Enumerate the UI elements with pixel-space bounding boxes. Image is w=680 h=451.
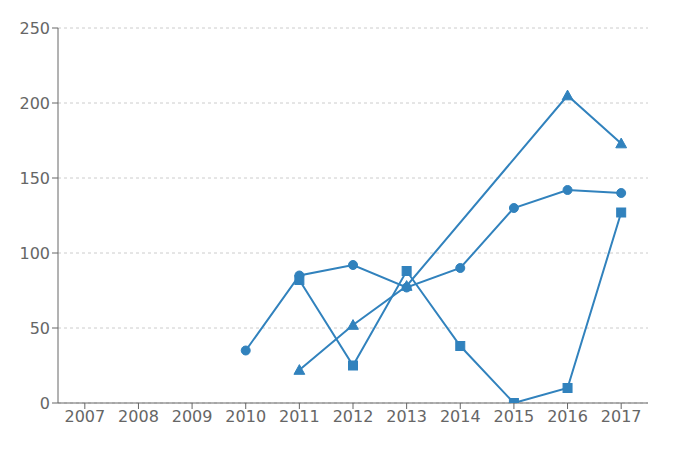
svg-text:200: 200 — [19, 94, 50, 113]
svg-text:2012: 2012 — [333, 407, 374, 426]
svg-text:100: 100 — [19, 244, 50, 263]
svg-text:2014: 2014 — [440, 407, 481, 426]
svg-text:2011: 2011 — [279, 407, 320, 426]
svg-text:50: 50 — [30, 319, 50, 338]
svg-text:250: 250 — [19, 19, 50, 38]
svg-text:2009: 2009 — [172, 407, 213, 426]
svg-text:2008: 2008 — [118, 407, 159, 426]
svg-text:150: 150 — [19, 169, 50, 188]
svg-text:2007: 2007 — [64, 407, 105, 426]
svg-text:2010: 2010 — [225, 407, 266, 426]
svg-text:2017: 2017 — [601, 407, 642, 426]
svg-text:2015: 2015 — [494, 407, 535, 426]
svg-text:2016: 2016 — [547, 407, 588, 426]
svg-text:0: 0 — [40, 394, 50, 413]
svg-text:2013: 2013 — [386, 407, 427, 426]
